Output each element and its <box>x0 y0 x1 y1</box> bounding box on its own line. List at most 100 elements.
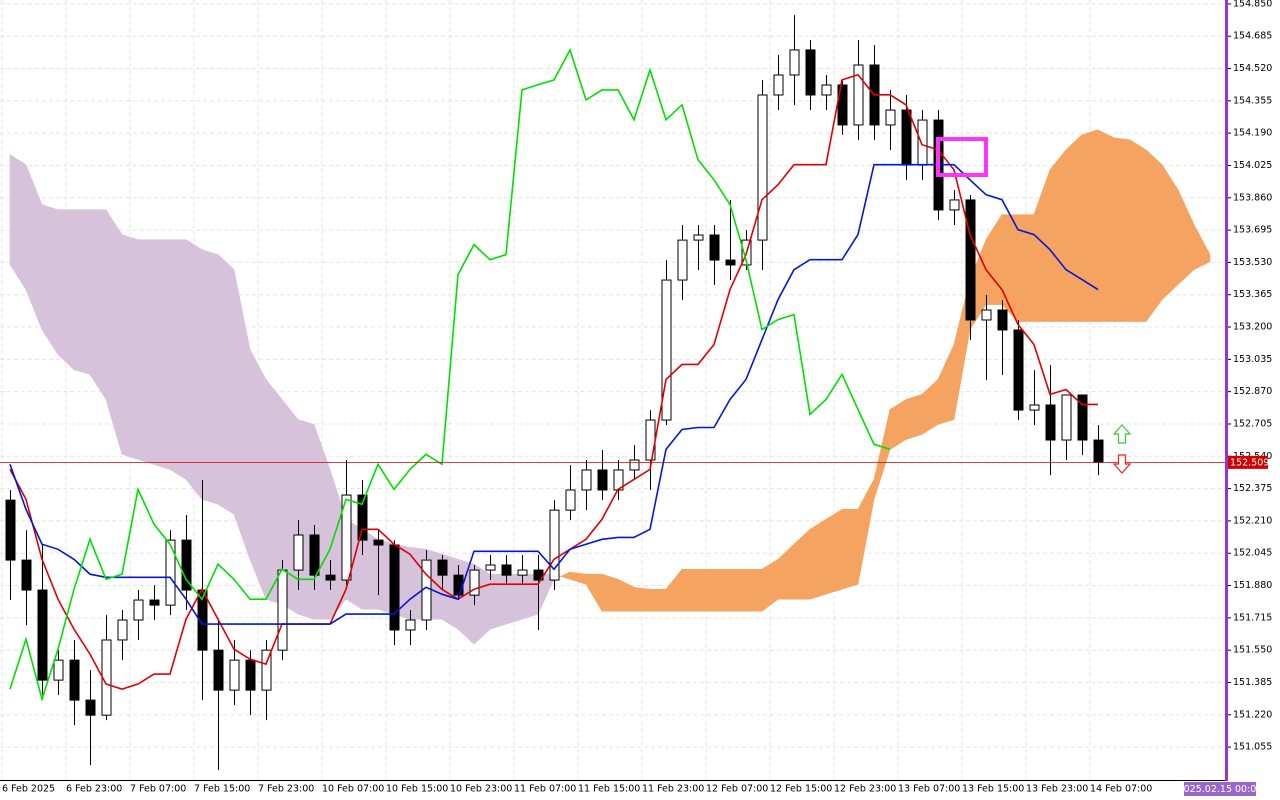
candle-body <box>565 489 576 511</box>
candle-body <box>501 564 512 576</box>
candle-body <box>549 509 560 581</box>
candle-body <box>133 599 144 621</box>
x-tick-label: 12 Feb 15:00 <box>770 784 832 795</box>
candle-body <box>693 234 704 241</box>
candle-body <box>805 49 816 96</box>
indicator-line <box>9 163 1099 625</box>
y-tick-label: 153.035 <box>1233 354 1272 365</box>
cloud-segment <box>697 568 715 612</box>
x-tick-label: 11 Feb 15:00 <box>578 784 640 795</box>
candle-body <box>949 199 960 211</box>
cloud-segment <box>905 393 923 440</box>
candle-body <box>645 419 656 461</box>
cloud-segment <box>297 419 315 620</box>
y-tick-label: 154.190 <box>1233 128 1272 139</box>
cloud-segment <box>201 249 219 505</box>
candle-body <box>1029 404 1040 411</box>
candle-body <box>325 574 336 581</box>
y-tick-label: 151.385 <box>1233 677 1272 688</box>
time-marker-box <box>1184 782 1256 796</box>
candle-body <box>37 589 48 681</box>
candle-body <box>357 494 368 541</box>
y-tick-label: 154.685 <box>1233 31 1272 42</box>
candle-body <box>453 574 464 596</box>
cloud-segment <box>729 568 747 612</box>
candle-body <box>789 49 800 76</box>
indicator-lines <box>9 47 1099 702</box>
candle-body <box>629 459 640 471</box>
x-tick-label: 10 Feb 07:00 <box>322 784 384 795</box>
cloud-segment <box>121 234 139 460</box>
candle-body <box>165 539 176 606</box>
candle-body <box>597 469 608 491</box>
candle-body <box>485 564 496 571</box>
candle-body <box>1061 394 1072 441</box>
cloud-segment <box>169 239 187 480</box>
cloud-segment <box>153 239 171 470</box>
candle-body <box>661 279 672 421</box>
y-tick-label: 153.530 <box>1233 257 1272 268</box>
candle-body <box>1093 439 1104 463</box>
y-tick-label: 151.220 <box>1233 709 1272 720</box>
y-tick-label: 152.210 <box>1233 515 1272 526</box>
candle-body <box>885 109 896 126</box>
y-tick-label: 153.200 <box>1233 322 1272 333</box>
cloud-segment <box>185 239 203 501</box>
candle-body <box>53 659 64 681</box>
cloud-segment <box>489 573 507 630</box>
plot-area <box>0 0 1226 780</box>
candle-body <box>1045 404 1056 441</box>
cloud-segment <box>745 568 763 612</box>
candle-body <box>773 74 784 96</box>
cloud-segment <box>649 588 667 612</box>
cloud-segment <box>41 204 59 356</box>
cloud-segment <box>681 568 699 612</box>
candle-body <box>69 659 80 701</box>
x-tick-label: 7 Feb 07:00 <box>130 784 186 795</box>
x-tick-label: 11 Feb 23:00 <box>642 784 704 795</box>
cloud-segment <box>1049 148 1067 322</box>
cloud-segment <box>217 253 235 515</box>
x-tick-label: 13 Feb 15:00 <box>962 784 1024 795</box>
last-price-box <box>1228 455 1268 469</box>
candle-body <box>437 559 448 576</box>
x-tick-label: 12 Feb 07:00 <box>706 784 768 795</box>
candle-body <box>853 64 864 126</box>
candle-body <box>997 309 1008 331</box>
candle-body <box>277 569 288 651</box>
x-tick-label: 10 Feb 23:00 <box>450 784 512 795</box>
candle-body <box>293 534 304 571</box>
candle-body <box>181 539 192 591</box>
candle-body <box>821 84 832 96</box>
candle-body <box>725 259 736 266</box>
candle-body <box>149 599 160 606</box>
candle-body <box>1077 394 1088 441</box>
candle-body <box>965 199 976 321</box>
indicator-line <box>9 73 1098 690</box>
x-tick-label: 13 Feb 23:00 <box>1026 784 1088 795</box>
y-tick-label: 152.045 <box>1233 548 1272 559</box>
highlight-box <box>936 137 988 177</box>
y-tick-label: 151.880 <box>1233 580 1272 591</box>
candle-body <box>373 539 384 546</box>
y-tick-label: 154.025 <box>1233 160 1272 171</box>
candle-body <box>341 494 352 581</box>
candle-body <box>469 569 480 596</box>
cloud-segment <box>713 568 731 612</box>
y-tick-label: 153.695 <box>1233 225 1272 236</box>
cloud-segment <box>841 509 859 590</box>
last-price-label: 152.509 <box>1230 457 1269 468</box>
y-tick-label: 153.365 <box>1233 289 1272 300</box>
x-tick-label: 10 Feb 15:00 <box>386 784 448 795</box>
cloud-segment <box>89 209 107 401</box>
y-tick-label: 151.715 <box>1233 612 1272 623</box>
cloud-segment <box>1065 134 1083 322</box>
x-tick-label: 7 Feb 15:00 <box>194 784 250 795</box>
x-tick-label: 7 Feb 23:00 <box>258 784 314 795</box>
y-tick-label: 153.860 <box>1233 192 1272 203</box>
cloud-segment <box>1097 129 1115 322</box>
candle-body <box>677 239 688 281</box>
cloud-segment <box>57 209 75 371</box>
candle-body <box>981 309 992 321</box>
